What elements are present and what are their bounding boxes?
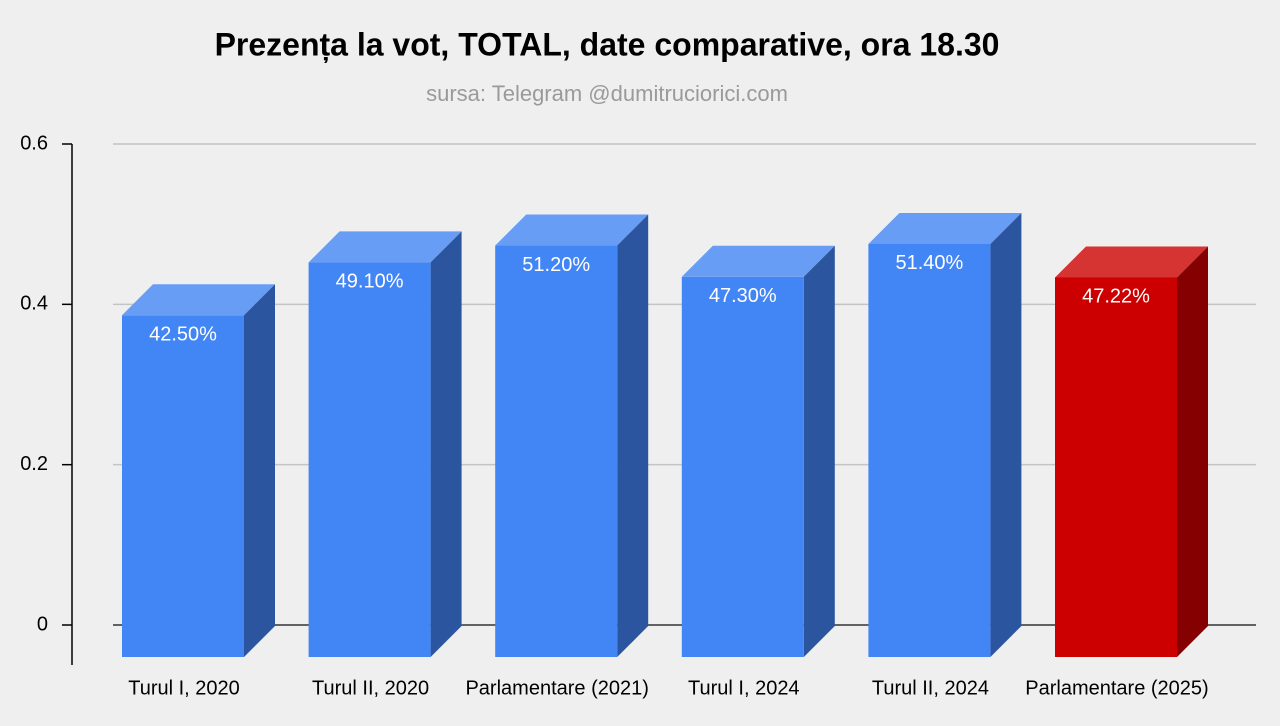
y-tick-label: 0 [37,613,48,635]
bar [868,243,991,657]
bar-top [308,231,462,263]
bar [122,315,244,657]
bar-side [430,231,462,658]
y-tick-label: 0.2 [20,453,48,475]
bar-top [1055,246,1208,278]
x-tick-label: Turul II, 2024 [872,677,989,699]
value-label: 51.40% [895,252,963,274]
bar-side [990,212,1022,657]
value-label: 42.50% [149,324,217,346]
bar [308,262,431,657]
bar [1055,277,1177,657]
x-tick-label: Turul I, 2020 [128,677,240,699]
y-tick-label: 0.6 [20,132,48,154]
bar-side [803,245,835,658]
bar [495,245,618,657]
chart-title: Prezența la vot, TOTAL, date comparative… [215,26,1000,62]
value-label: 49.10% [336,271,404,293]
value-label: 51.20% [522,254,590,276]
x-tick-label: Parlamentare (2021) [465,677,648,699]
chart-subtitle: sursa: Telegram @dumitruciorici.com [426,81,788,106]
bar-top [122,284,275,316]
value-label: 47.30% [709,285,777,307]
bar-side [244,284,275,657]
bar-top [868,212,1022,244]
x-tick-label: Turul I, 2024 [688,677,800,699]
bar-side [1177,246,1208,657]
bar-side [617,214,649,657]
value-label: 47.22% [1082,286,1150,308]
x-tick-label: Turul II, 2020 [312,677,429,699]
x-tick-label: Parlamentare (2025) [1025,677,1208,699]
bar-top [495,214,649,246]
bar [681,276,804,657]
y-tick-label: 0.4 [20,293,48,315]
bar-top [681,245,835,277]
